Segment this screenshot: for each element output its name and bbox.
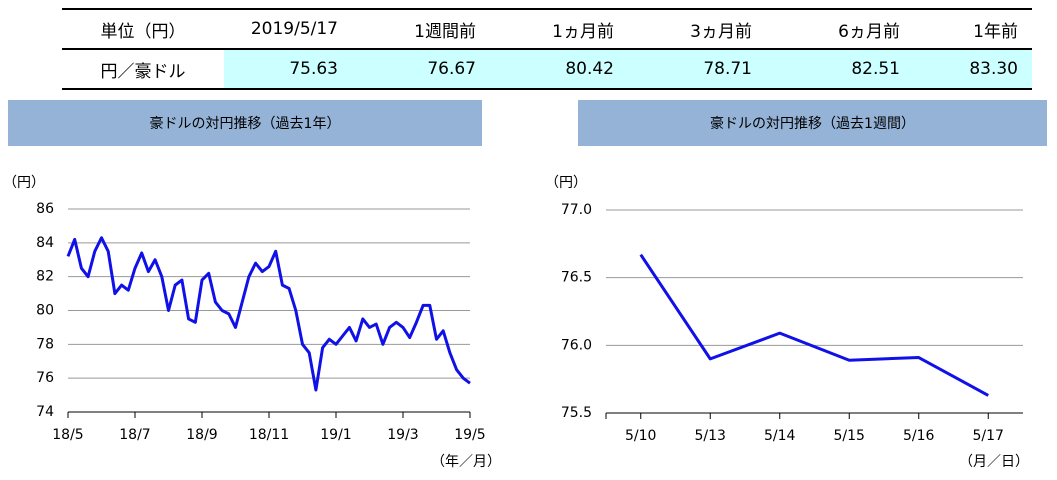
summary-table: 単位（円） 2019/5/17 1週間前 1ヵ月前 3ヵ月前 6ヵ月前 1年前 …	[62, 8, 1032, 90]
header-cell: 3ヵ月前	[628, 8, 766, 50]
y-tick-label: 76	[36, 370, 54, 386]
header-cell: 1年前	[914, 8, 1032, 50]
x-tick-label: 5/10	[625, 428, 656, 444]
cell: 78.71	[628, 49, 766, 90]
chart-title: 豪ドルの対円推移（過去1年）	[150, 116, 341, 132]
x-tick-label: 18/11	[249, 427, 289, 443]
y-tick-label: 84	[36, 235, 54, 251]
y-tick-label: 78	[36, 336, 54, 352]
cell: 76.67	[352, 49, 490, 90]
y-tick-label: 80	[36, 303, 54, 319]
data-line	[66, 236, 471, 392]
x-tick-label: 5/16	[903, 428, 935, 444]
x-tick-label: 18/9	[186, 427, 217, 443]
chart-title-box	[8, 100, 482, 146]
cell: 83.30	[914, 49, 1032, 90]
x-tick-label: 19/1	[320, 427, 351, 443]
x-axis-label: （月／日）	[959, 454, 1029, 470]
x-axis-label: （年／月）	[431, 454, 501, 470]
y-tick-label: 76.5	[561, 270, 592, 286]
x-tick-label: 5/15	[834, 428, 865, 444]
y-axis-label: （円）	[545, 175, 587, 191]
y-tick-label: 77.0	[561, 202, 592, 218]
header-cell: 1ヵ月前	[490, 8, 628, 50]
cell: 82.51	[766, 49, 914, 90]
row-label: 円／豪ドル	[62, 49, 224, 90]
x-tick-label: 19/5	[454, 427, 485, 443]
y-axis-label: （円）	[3, 175, 45, 191]
data-line	[639, 253, 989, 397]
x-tick-label: 5/13	[695, 428, 726, 444]
header-cell: 1週間前	[352, 8, 490, 50]
y-tick-label: 75.5	[561, 405, 592, 421]
header-cell: 2019/5/17	[224, 8, 352, 50]
chart-title: 豪ドルの対円推移（過去1週間）	[710, 116, 915, 132]
table-header: 単位（円） 2019/5/17 1週間前 1ヵ月前 3ヵ月前 6ヵ月前 1年前	[62, 8, 1032, 50]
chart-title-box	[578, 100, 1047, 146]
cell: 75.63	[224, 49, 352, 90]
x-tick-label: 19/3	[387, 427, 418, 443]
header-cell: 単位（円）	[62, 8, 224, 50]
x-tick-label: 18/5	[52, 427, 83, 443]
x-tick-label: 5/14	[764, 428, 796, 444]
x-tick-label: 5/17	[973, 428, 1004, 444]
y-tick-label: 86	[36, 201, 54, 217]
y-tick-label: 76.0	[561, 337, 592, 353]
cell: 80.42	[490, 49, 628, 90]
x-tick-label: 18/7	[119, 427, 150, 443]
table-row: 円／豪ドル 75.63 76.67 80.42 78.71 82.51 83.3…	[62, 49, 1032, 90]
y-tick-label: 82	[36, 269, 54, 285]
header-cell: 6ヵ月前	[766, 8, 914, 50]
y-tick-label: 74	[36, 404, 54, 420]
